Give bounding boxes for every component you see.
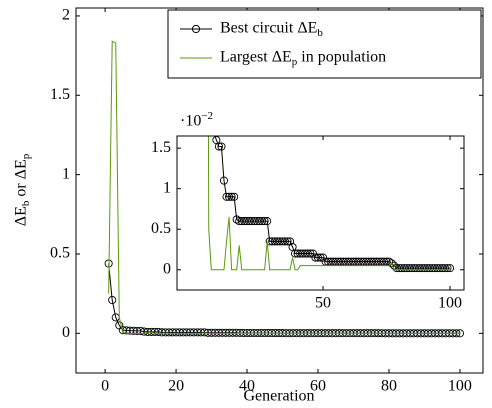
data-point (260, 217, 269, 226)
y-tick-label: 1.5 (50, 86, 70, 103)
series-line (108, 40, 460, 334)
data-point (108, 295, 117, 305)
y-tick-label: 1 (163, 179, 171, 196)
data-point (440, 264, 450, 273)
legend-box (167, 9, 482, 79)
data-group (207, 136, 455, 273)
data-point (387, 259, 396, 268)
series-line (207, 136, 451, 271)
y-tick-label: 0.5 (151, 220, 171, 237)
data-point (283, 237, 292, 246)
data-group (104, 40, 464, 338)
x-tick-label: 50 (315, 295, 331, 312)
y-tick-label: 0.5 (50, 245, 70, 262)
y-tick-label: 2 (62, 7, 70, 24)
legend-label: Largest ΔEp​ in population (220, 49, 386, 68)
data-point (214, 142, 223, 151)
data-point (308, 249, 317, 258)
data-point (280, 237, 289, 246)
data-point (263, 217, 272, 226)
data-point (230, 192, 239, 201)
data-point (316, 253, 325, 262)
data-point (445, 264, 455, 273)
plot-frame (176, 135, 465, 291)
y-axis-label: ΔEb​ or ΔEp​ (13, 153, 32, 226)
x-tick-label: 100 (448, 378, 472, 395)
x-tick-label: 40 (239, 378, 255, 395)
data-point (217, 142, 226, 151)
y-tick-label: 0 (163, 260, 171, 277)
legend-label: Best circuit ΔEb​ (220, 20, 323, 39)
data-point (219, 176, 229, 185)
y-tick-label: 0 (62, 324, 70, 341)
legend-marker (191, 24, 201, 34)
data-point (232, 215, 241, 224)
x-tick-label: 20 (168, 378, 184, 395)
data-point (227, 192, 236, 201)
x-tick-label: 0 (101, 378, 109, 395)
y-tick-label: 1 (62, 165, 70, 182)
data-point (285, 237, 295, 246)
data-point (303, 249, 312, 258)
x-tick-label: 60 (310, 378, 326, 395)
data-point (313, 253, 323, 262)
legend: Best circuit ΔEb​ Largest ΔEp​ in populat… (167, 9, 482, 79)
x-axis-label: Generation (243, 388, 314, 405)
x-tick-label: 100 (438, 295, 462, 312)
y-tick-label: 1.5 (151, 139, 171, 156)
data-point (318, 253, 328, 262)
data-point (258, 217, 267, 226)
data-point (306, 249, 315, 258)
data-point (443, 264, 452, 273)
data-point (225, 192, 234, 201)
plot-frame (75, 7, 484, 374)
x-tick-label: 80 (381, 378, 397, 395)
